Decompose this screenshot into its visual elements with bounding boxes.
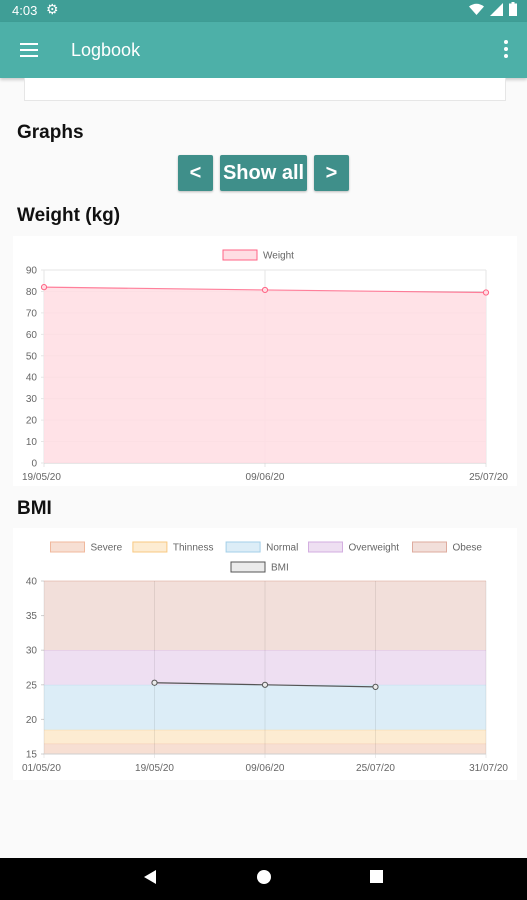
band-obese (44, 581, 486, 651)
bmi-point (261, 681, 269, 688)
bmi-chart: Severe Thinness Normal Overweight Obese BMI 15… (22, 541, 508, 774)
previous-card (24, 78, 506, 101)
band-severe (44, 743, 486, 754)
back-icon[interactable] (143, 869, 157, 885)
y-tick-label: 80 (26, 287, 38, 298)
app-bar: Logbook (0, 22, 527, 78)
y-tick-label: 60 (26, 330, 38, 341)
app-title: Logbook (71, 40, 141, 60)
x-tick-label: 25/07/20 (356, 763, 395, 774)
graphs-heading: Graphs (17, 122, 84, 143)
legend-label-normal: Normal (266, 543, 298, 554)
y-tick-label: 10 (26, 437, 38, 448)
show-all-button[interactable]: Show all (220, 155, 307, 191)
band-overweight (44, 650, 486, 685)
y-tick-label: 20 (26, 416, 38, 427)
legend-label-thinness: Thinness (173, 543, 214, 554)
status-icons (469, 2, 517, 16)
weight-chart-card: Weight 0 10 20 30 40 50 60 70 80 90 19/05/20 09/06/2… (13, 236, 517, 486)
previous-button[interactable]: < (178, 155, 213, 191)
weight-chart: Weight 0 10 20 30 40 50 60 70 80 90 19/05/20 09/06/2… (22, 249, 508, 483)
bmi-point (372, 683, 379, 690)
legend-label-severe: Severe (91, 543, 123, 554)
y-tick-label: 40 (26, 577, 38, 588)
legend-label-overweight: Overweight (349, 543, 400, 554)
x-tick-label: 09/06/20 (246, 472, 285, 483)
legend-swatch-normal (225, 541, 261, 553)
weight-point (482, 289, 490, 296)
weight-area (44, 287, 486, 463)
y-tick-label: 0 (31, 459, 37, 470)
battery-icon (509, 2, 517, 16)
weight-chart-title: Weight (kg) (17, 205, 121, 226)
bmi-point (151, 679, 158, 686)
y-tick-label: 40 (26, 373, 38, 384)
y-tick-label: 30 (26, 646, 38, 657)
menu-icon[interactable] (20, 39, 44, 61)
legend-swatch-severe (50, 541, 85, 553)
legend-swatch-thinness (132, 541, 168, 553)
y-tick-label: 25 (26, 680, 38, 691)
next-button[interactable]: > (314, 155, 349, 191)
signal-icon (490, 2, 503, 16)
x-tick-label: 19/05/20 (135, 763, 174, 774)
weight-point (40, 284, 48, 291)
wifi-icon (469, 3, 484, 15)
legend-label-bmi: BMI (271, 563, 289, 574)
weight-point (261, 286, 269, 294)
legend-swatch-overweight (308, 541, 343, 553)
y-tick-label: 50 (26, 351, 38, 362)
x-tick-label: 01/05/20 (22, 763, 61, 774)
x-tick-label: 19/05/20 (22, 472, 61, 483)
legend-label-obese: Obese (453, 543, 483, 554)
y-tick-label: 90 (26, 266, 38, 277)
system-navigation-bar (0, 858, 527, 900)
more-options-icon[interactable] (503, 40, 509, 60)
legend-label-weight: Weight (263, 251, 294, 262)
bmi-chart-card: Severe Thinness Normal Overweight Obese BMI 15… (13, 528, 517, 780)
settings-gear-icon: ⚙ (46, 1, 59, 17)
status-time: 4:03 (12, 3, 38, 18)
recents-icon[interactable] (369, 869, 384, 884)
home-icon[interactable] (256, 869, 272, 885)
legend-swatch-weight (222, 249, 258, 261)
y-tick-label: 30 (26, 394, 38, 405)
bmi-chart-title: BMI (17, 498, 52, 519)
band-normal (44, 684, 486, 730)
status-bar: 4:03 ⚙ (0, 0, 527, 22)
y-tick-label: 35 (26, 611, 38, 622)
x-tick-label: 31/07/20 (469, 763, 508, 774)
y-tick-label: 15 (26, 750, 38, 761)
band-thinness (44, 729, 486, 744)
y-tick-label: 70 (26, 308, 38, 319)
legend-swatch-obese (412, 541, 447, 553)
x-tick-label: 09/06/20 (246, 763, 285, 774)
legend-swatch-bmi (230, 561, 266, 573)
x-tick-label: 25/07/20 (469, 472, 508, 483)
y-tick-label: 20 (26, 715, 38, 726)
